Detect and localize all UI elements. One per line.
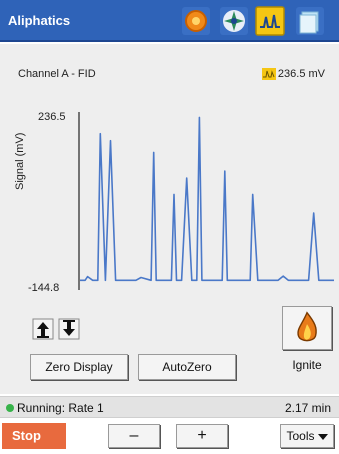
chromatogram-chart (78, 112, 334, 290)
scale-down-button[interactable] (58, 318, 80, 340)
flame-icon (297, 311, 317, 342)
chevron-down-icon (317, 433, 328, 440)
y-max-label: 236.5 (38, 111, 66, 123)
app-title: Aliphatics (8, 13, 71, 28)
tools-label: Tools (286, 429, 315, 443)
gear-fan-icon[interactable] (218, 5, 250, 37)
status-text: Running: Rate 1 (17, 401, 104, 415)
status-bar: Running: Rate 1 2.17 min (0, 396, 339, 418)
document-icon[interactable] (294, 5, 326, 37)
stop-button[interactable]: Stop (2, 423, 66, 449)
scale-up-button[interactable] (32, 318, 54, 340)
channel-label: Channel A - FID (18, 68, 96, 80)
y-min-label: -144.8 (28, 282, 60, 294)
ignite-label: Ignite (292, 358, 322, 372)
signal-trace-0 (80, 116, 334, 282)
target-icon[interactable] (180, 5, 212, 37)
minus-button[interactable]: – (108, 424, 160, 448)
ignite-button[interactable] (282, 306, 332, 350)
title-bar: Aliphatics (0, 0, 339, 42)
signal-icon[interactable] (254, 5, 286, 37)
zero-display-button[interactable]: Zero Display (30, 354, 128, 380)
channel-value: 236.5 mV (277, 68, 325, 80)
tools-menu-button[interactable]: Tools (280, 424, 334, 448)
y-axis-label: Signal (mV) (14, 132, 26, 190)
autozero-button[interactable]: AutoZero (138, 354, 236, 380)
elapsed-time: 2.17 min (284, 401, 331, 415)
running-status-icon (6, 404, 14, 412)
signal-indicator-icon (262, 68, 276, 80)
plus-button[interactable]: + (176, 424, 228, 448)
